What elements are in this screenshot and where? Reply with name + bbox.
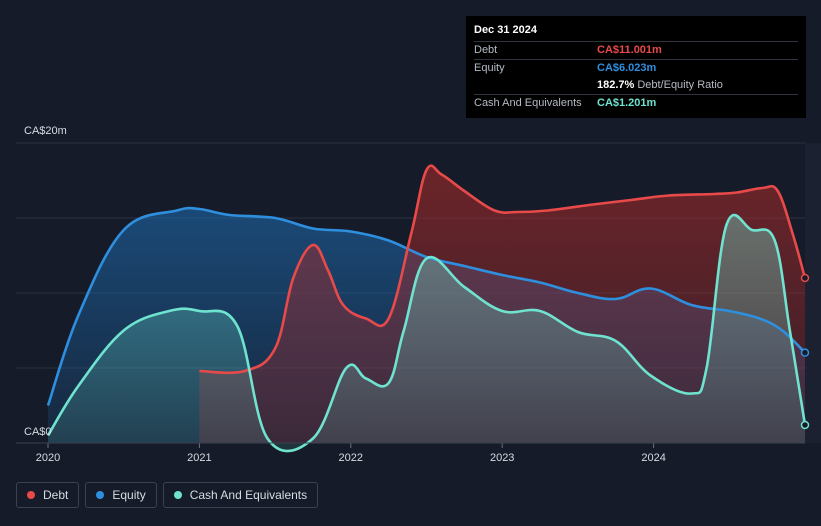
tooltip-cash-value: CA$1.201m xyxy=(597,97,657,109)
x-axis: 2020 2021 2022 2023 2024 xyxy=(16,442,805,464)
cash-area xyxy=(48,214,805,452)
tooltip-ratio-label: Debt/Equity Ratio xyxy=(637,79,723,91)
data-tooltip: Dec 31 2024 Debt CA$11.001m Equity CA$6.… xyxy=(466,16,806,118)
legend-item-cash[interactable]: Cash And Equivalents xyxy=(162,482,319,508)
x-tick-label: 2023 xyxy=(490,452,514,464)
tooltip-cash-label: Cash And Equivalents xyxy=(474,97,582,109)
chart-legend: Debt Equity Cash And Equivalents xyxy=(16,482,319,508)
x-tick-label: 2020 xyxy=(36,452,60,464)
cash-line xyxy=(46,213,807,453)
tooltip-debt-label: Debt xyxy=(474,44,498,56)
tooltip-date: Dec 31 2024 xyxy=(474,24,537,36)
x-tick-label: 2024 xyxy=(641,452,665,464)
legend-item-equity[interactable]: Equity xyxy=(85,482,157,508)
tooltip-ratio-value: 182.7% xyxy=(597,79,635,91)
legend-label-debt: Debt xyxy=(43,488,69,502)
legend-item-debt[interactable]: Debt xyxy=(16,482,80,508)
tooltip-row-cash: Cash And Equivalents CA$1.201m xyxy=(474,94,798,112)
legend-label-cash: Cash And Equivalents xyxy=(189,488,308,502)
cash-dot-icon xyxy=(173,491,182,499)
equity-endpoint xyxy=(800,348,810,357)
tooltip-row-equity: Equity CA$6.023m xyxy=(474,59,798,77)
tooltip-equity-value: CA$6.023m xyxy=(597,62,657,74)
equity-dot-icon xyxy=(96,491,105,499)
x-tick-label: 2021 xyxy=(187,452,211,464)
y-axis-label-bottom: CA$0 xyxy=(24,426,52,438)
series-areas xyxy=(48,165,805,452)
cash-endpoint xyxy=(800,420,810,430)
tooltip-equity-label: Equity xyxy=(474,62,505,74)
debt-dot-icon xyxy=(27,491,35,499)
x-tick-label: 2022 xyxy=(339,452,363,464)
past-data-shade xyxy=(805,143,821,443)
tooltip-row-ratio: 182.7% Debt/Equity Ratio xyxy=(474,77,798,94)
tooltip-debt-value: CA$11.001m xyxy=(597,44,662,56)
y-axis: CA$20m CA$0 xyxy=(24,125,67,438)
tooltip-row-debt: Debt CA$11.001m xyxy=(474,41,798,59)
series-lines xyxy=(46,164,807,453)
debt-endpoint xyxy=(800,273,810,283)
series-endpoints xyxy=(800,273,810,430)
legend-label-equity: Equity xyxy=(112,488,146,502)
debt-line xyxy=(199,164,807,375)
y-axis-label-top: CA$20m xyxy=(24,125,67,137)
